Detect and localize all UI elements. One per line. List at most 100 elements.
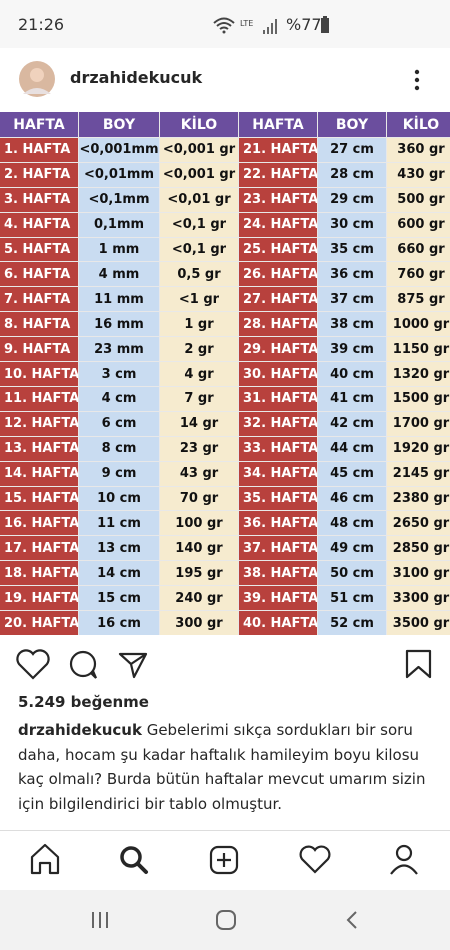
length-cell: 41 cm — [318, 386, 386, 411]
battery-icon — [321, 16, 329, 33]
weight-cell: 1700 gr — [387, 411, 450, 436]
weight-cell: 660 gr — [387, 237, 450, 262]
status-bar: 21:26 LTE %77 — [0, 0, 450, 48]
length-cell: 42 cm — [318, 411, 386, 436]
length-cell: 28 cm — [318, 162, 386, 187]
caption-username[interactable]: drzahidekucuk — [18, 721, 142, 739]
length-cell: 49 cm — [318, 536, 386, 561]
week-cell: 4. HAFTA — [0, 212, 78, 237]
length-cell: <0,1mm — [79, 187, 159, 212]
week-cell: 20. HAFTA — [0, 611, 78, 635]
username[interactable]: drzahidekucuk — [70, 68, 203, 87]
weight-cell: 430 gr — [387, 162, 450, 187]
length-cell: 9 cm — [79, 461, 159, 486]
weight-cell: 2650 gr — [387, 511, 450, 536]
week-cell: 11. HAFTA — [0, 386, 78, 411]
more-menu[interactable] — [412, 68, 422, 92]
weight-cell: 2850 gr — [387, 536, 450, 561]
length-cell: 16 mm — [79, 312, 159, 337]
weight-cell: 3500 gr — [387, 611, 450, 635]
length-cell: 35 cm — [318, 237, 386, 262]
share-button[interactable] — [118, 652, 148, 679]
weight-cell: 3100 gr — [387, 561, 450, 586]
weight-cell: 7 gr — [160, 386, 238, 411]
length-cell: 4 cm — [79, 386, 159, 411]
weight-cell: 760 gr — [387, 262, 450, 287]
week-cell: 22. HAFTA — [239, 162, 317, 187]
comment-button[interactable] — [69, 650, 98, 679]
length-cell: 36 cm — [318, 262, 386, 287]
save-button[interactable] — [405, 649, 432, 679]
week-cell: 1. HAFTA — [0, 138, 78, 162]
length-cell: 6 cm — [79, 411, 159, 436]
avatar[interactable] — [18, 60, 56, 98]
week-cell: 3. HAFTA — [0, 187, 78, 212]
length-cell: 23 mm — [79, 337, 159, 362]
weight-cell: 2145 gr — [387, 461, 450, 486]
home-button[interactable] — [216, 910, 236, 930]
length-cell: 16 cm — [79, 611, 159, 635]
weight-cell: 100 gr — [160, 511, 238, 536]
activity-tab[interactable] — [299, 845, 331, 874]
weight-cell: 1 gr — [160, 312, 238, 337]
size-weight-table: HAFTA BOY KİLO HAFTA BOY KİLO 1. HAFTA <0,001mm… — [0, 112, 450, 635]
length-cell: 45 cm — [318, 461, 386, 486]
home-tab[interactable] — [30, 843, 60, 875]
recents-button[interactable] — [92, 912, 108, 928]
week-cell: 31. HAFTA — [239, 386, 317, 411]
length-cell: 15 cm — [79, 586, 159, 611]
length-cell: 30 cm — [318, 212, 386, 237]
week-cell: 29. HAFTA — [239, 337, 317, 362]
weight-cell: 875 gr — [387, 287, 450, 312]
week-cell: 38. HAFTA — [239, 561, 317, 586]
length-cell: 11 mm — [79, 287, 159, 312]
week-cell: 35. HAFTA — [239, 486, 317, 511]
header-cell: BOY — [79, 112, 159, 137]
week-cell: 13. HAFTA — [0, 436, 78, 461]
week-cell: 17. HAFTA — [0, 536, 78, 561]
week-cell: 18. HAFTA — [0, 561, 78, 586]
network: LTE — [240, 19, 254, 28]
week-cell: 26. HAFTA — [239, 262, 317, 287]
like-button[interactable] — [16, 649, 50, 680]
header-cell: KİLO — [160, 112, 238, 137]
weight-cell: 1150 gr — [387, 337, 450, 362]
weight-cell: <0,001 gr — [160, 138, 238, 162]
weight-cell: 1500 gr — [387, 386, 450, 411]
week-cell: 40. HAFTA — [239, 611, 317, 635]
week-cell: 37. HAFTA — [239, 536, 317, 561]
length-cell: 51 cm — [318, 586, 386, 611]
week-cell: 25. HAFTA — [239, 237, 317, 262]
weight-cell: 240 gr — [160, 586, 238, 611]
weight-cell: 2380 gr — [387, 486, 450, 511]
wifi-icon — [213, 17, 235, 34]
week-cell: 36. HAFTA — [239, 511, 317, 536]
profile-tab[interactable] — [390, 844, 418, 875]
week-cell: 34. HAFTA — [239, 461, 317, 486]
weight-cell: 600 gr — [387, 212, 450, 237]
length-cell: <0,01mm — [79, 162, 159, 187]
week-cell: 14. HAFTA — [0, 461, 78, 486]
weight-cell: 300 gr — [160, 611, 238, 635]
week-cell: 24. HAFTA — [239, 212, 317, 237]
weight-cell: <0,001 gr — [160, 162, 238, 187]
week-cell: 6. HAFTA — [0, 262, 78, 287]
weight-cell: 1920 gr — [387, 436, 450, 461]
length-cell: 0,1mm — [79, 212, 159, 237]
length-cell: 48 cm — [318, 511, 386, 536]
like-count[interactable]: 5.249 beğenme — [18, 693, 149, 711]
caption: drzahidekucuk Gebelerimi sıkça sorduklar… — [18, 718, 428, 830]
weight-cell: 0,5 gr — [160, 262, 238, 287]
back-button[interactable] — [346, 911, 357, 929]
length-cell: 8 cm — [79, 436, 159, 461]
weight-cell: 1000 gr — [387, 312, 450, 337]
new-post-tab[interactable] — [209, 845, 239, 875]
length-cell: 3 cm — [79, 362, 159, 386]
length-cell: 1 mm — [79, 237, 159, 262]
weight-cell: 23 gr — [160, 436, 238, 461]
header-cell: HAFTA — [0, 112, 78, 137]
week-cell: 8. HAFTA — [0, 312, 78, 337]
search-tab[interactable] — [120, 846, 148, 874]
header-cell: HAFTA — [239, 112, 317, 137]
